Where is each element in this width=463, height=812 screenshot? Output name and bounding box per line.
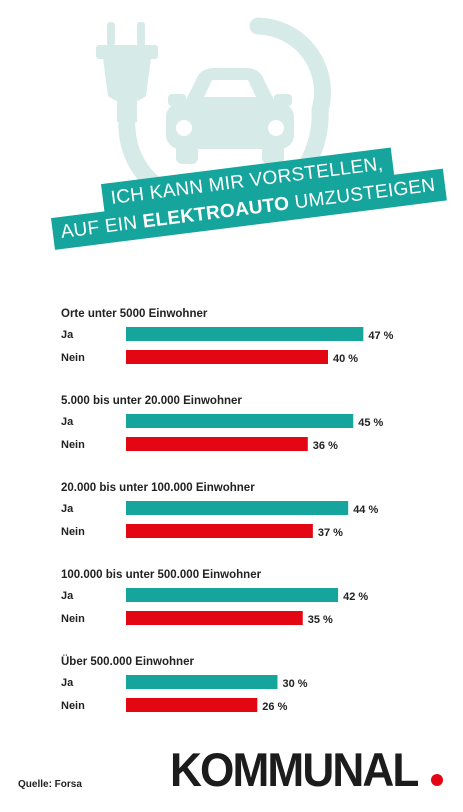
series-label-ja: Ja — [61, 590, 74, 602]
series-label-nein: Nein — [61, 352, 85, 364]
group-label: Orte unter 5000 Einwohner — [61, 308, 208, 320]
bar-nein — [126, 437, 308, 451]
group-label: 20.000 bis unter 100.000 Einwohner — [61, 482, 255, 494]
series-label-ja: Ja — [61, 677, 74, 689]
bar-ja — [126, 414, 354, 428]
bar-nein — [126, 611, 303, 625]
brand-wordmark: KOMMUNAL — [170, 743, 419, 796]
series-label-nein: Nein — [61, 439, 85, 451]
series-label-ja: Ja — [61, 503, 74, 515]
series-label-nein: Nein — [61, 700, 85, 712]
series-label-ja: Ja — [61, 416, 74, 428]
brand-logo: KOMMUNAL — [170, 740, 444, 800]
cord-ring — [249, 17, 331, 184]
group-label: 100.000 bis unter 500.000 Einwohner — [61, 569, 262, 581]
series-label-ja: Ja — [61, 329, 74, 341]
bar-nein — [126, 350, 328, 364]
plug-icon — [96, 22, 158, 122]
group-label: Über 500.000 Einwohner — [61, 655, 194, 668]
value-label-ja: 44 % — [353, 504, 378, 516]
hero-illustration — [96, 17, 331, 197]
car-icon — [166, 68, 294, 164]
bar-ja — [126, 588, 339, 602]
bar-nein — [126, 524, 313, 538]
value-label-nein: 26 % — [262, 701, 287, 713]
value-label-nein: 40 % — [333, 353, 358, 365]
value-label-ja: 45 % — [358, 417, 383, 429]
series-label-nein: Nein — [61, 526, 85, 538]
bar-chart: Orte unter 5000 Einwohner Ja 47 % Nein 40 % 5… — [61, 308, 394, 713]
bar-ja — [126, 501, 349, 515]
brand-dot-icon — [431, 774, 444, 786]
group-label: 5.000 bis unter 20.000 Einwohner — [61, 395, 242, 407]
value-label-nein: 37 % — [318, 527, 343, 539]
bar-ja — [126, 675, 278, 689]
value-label-ja: 47 % — [368, 330, 393, 342]
bar-ja — [126, 327, 364, 341]
value-label-ja: 30 % — [283, 678, 308, 690]
bar-nein — [126, 698, 258, 712]
source-note: Quelle: Forsa — [18, 779, 82, 790]
value-label-ja: 42 % — [343, 591, 368, 603]
value-label-nein: 36 % — [313, 440, 338, 452]
value-label-nein: 35 % — [308, 614, 333, 626]
series-label-nein: Nein — [61, 613, 85, 625]
